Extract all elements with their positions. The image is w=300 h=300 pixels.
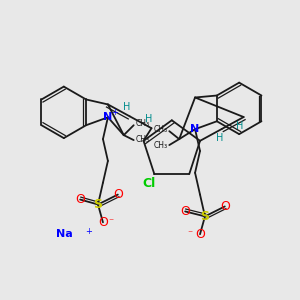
Text: O: O <box>113 188 123 201</box>
Text: Cl: Cl <box>143 178 156 190</box>
Text: ⁻: ⁻ <box>108 217 113 227</box>
Text: ⁻: ⁻ <box>188 229 193 239</box>
Text: O: O <box>195 228 205 241</box>
Text: S: S <box>94 198 103 211</box>
Text: O: O <box>98 216 108 229</box>
Text: +: + <box>85 227 92 236</box>
Text: H: H <box>236 121 243 131</box>
Text: CH₃: CH₃ <box>153 125 167 134</box>
Text: S: S <box>200 210 209 223</box>
Text: CH₃: CH₃ <box>136 135 150 144</box>
Text: H: H <box>123 102 130 112</box>
Text: O: O <box>180 205 190 218</box>
Text: O: O <box>75 193 85 206</box>
Text: CH₃: CH₃ <box>153 140 167 149</box>
Text: N: N <box>190 124 200 134</box>
Text: H: H <box>145 114 152 124</box>
Text: H: H <box>216 133 224 143</box>
Text: Na: Na <box>56 229 73 239</box>
Text: +: + <box>111 108 118 117</box>
Text: CH₃: CH₃ <box>136 119 150 128</box>
Text: O: O <box>220 200 230 213</box>
Text: N: N <box>103 112 112 122</box>
